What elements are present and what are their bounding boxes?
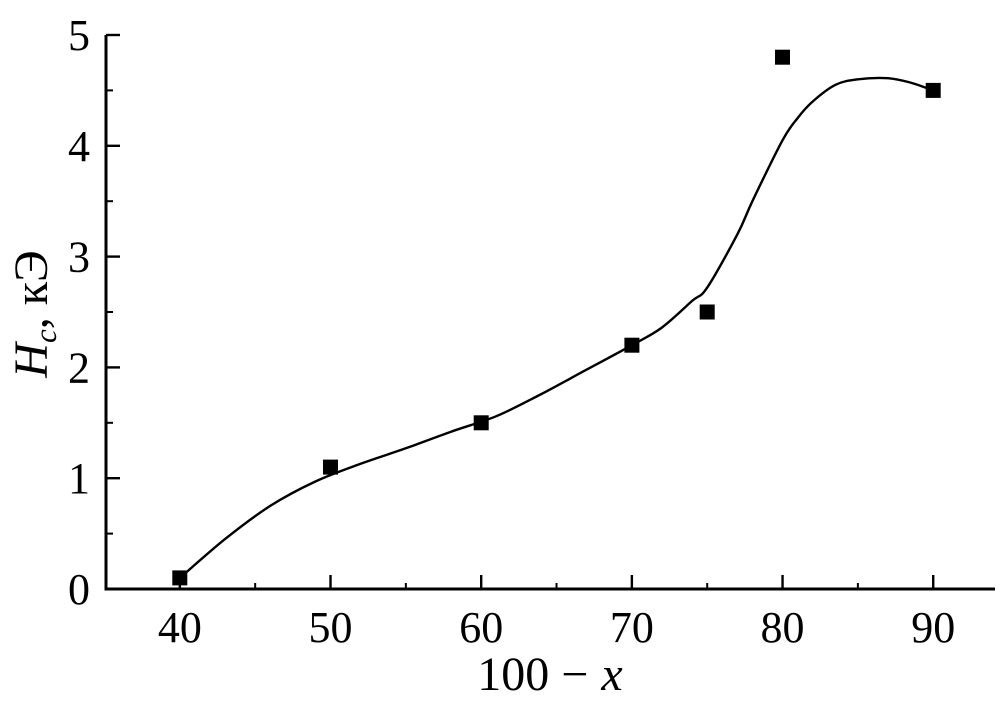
data-point-marker (699, 304, 715, 320)
data-point-marker (323, 459, 338, 475)
x-tick-label: 60 (459, 603, 503, 652)
y-axis-title: Hc, кЭ (5, 250, 63, 378)
x-tick-label: 40 (158, 603, 202, 652)
y-tick-label: 3 (68, 233, 90, 282)
x-tick-label: 50 (309, 603, 353, 652)
data-point-marker (473, 415, 489, 431)
y-tick-label: 5 (68, 11, 90, 60)
data-point-marker (172, 570, 188, 586)
y-axis-title-subscript: c (28, 329, 63, 343)
data-point-marker (624, 337, 640, 353)
y-tick-label: 2 (68, 343, 90, 392)
y-tick-label: 0 (68, 565, 90, 614)
x-tick-label: 70 (610, 603, 654, 652)
y-axis-title-variable: H (5, 341, 58, 379)
x-tick-label: 80 (761, 603, 805, 652)
x-axis-title: 100 − x (477, 648, 622, 701)
axis-spine (104, 35, 995, 591)
x-axis-title-variable: x (600, 648, 622, 701)
data-point-marker (925, 82, 941, 98)
data-point-marker (775, 49, 790, 65)
y-tick-label: 1 (68, 454, 90, 503)
trend-curve (179, 76, 934, 579)
x-axis-title-prefix: 100 − (477, 648, 588, 701)
y-axis-title-unit: , кЭ (5, 250, 58, 329)
y-tick-label: 4 (68, 122, 90, 171)
x-tick-label: 90 (911, 603, 955, 652)
